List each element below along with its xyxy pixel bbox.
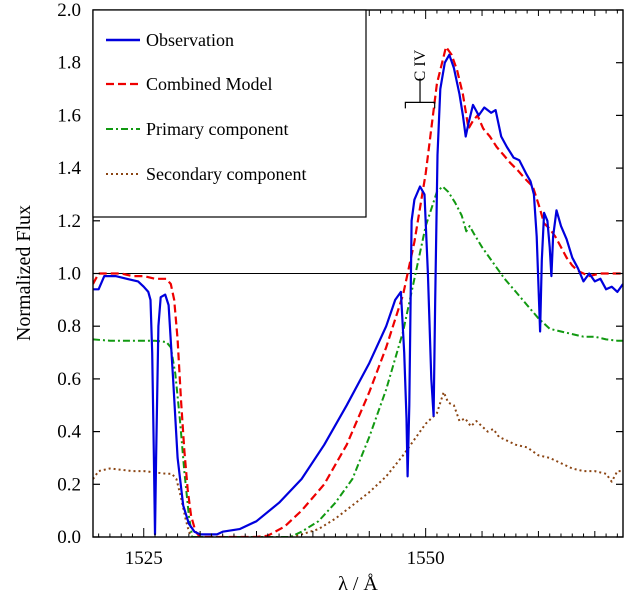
y-tick-label: 0.0 bbox=[57, 527, 81, 548]
legend-label-secondary: Secondary component bbox=[146, 164, 306, 184]
y-tick-label: 1.6 bbox=[57, 105, 81, 126]
y-tick-label: 0.6 bbox=[57, 369, 81, 390]
x-tick-label: 1525 bbox=[125, 548, 163, 569]
civ-annotation: C IV bbox=[404, 49, 436, 109]
legend-label-primary: Primary component bbox=[146, 119, 288, 139]
y-tick-label: 0.2 bbox=[57, 474, 81, 495]
series-line-observation bbox=[93, 53, 623, 536]
series-layer bbox=[93, 45, 623, 537]
y-tick-label: 1.8 bbox=[57, 53, 81, 74]
x-tick-label: 1550 bbox=[407, 548, 445, 569]
x-axis-title: λ / Å bbox=[338, 573, 378, 595]
y-tick-label: 2.0 bbox=[57, 0, 81, 21]
y-tick-label: 1.2 bbox=[57, 211, 81, 232]
legend-label-observation: Observation bbox=[146, 30, 234, 50]
y-tick-label: 0.4 bbox=[57, 422, 81, 443]
legend-box bbox=[92, 9, 367, 218]
y-tick-label: 0.8 bbox=[57, 316, 81, 337]
series-line-secondary-component bbox=[93, 391, 623, 537]
tick-layer: 0.0 0.2 0.4 0.6 0.8 1.0 1.2 1.4 1.6 1.8 2.0 1525 155… bbox=[57, 0, 623, 569]
legend-label-combined-model: Combined Model bbox=[146, 74, 273, 94]
y-axis-title: Normalized Flux bbox=[13, 205, 35, 341]
civ-label: C IV bbox=[412, 49, 429, 81]
y-tick-label: 1.4 bbox=[57, 158, 81, 179]
legend: Observation Combined Model Primary compo… bbox=[92, 9, 367, 218]
civ-doublet-bracket bbox=[404, 78, 436, 109]
y-tick-label: 1.0 bbox=[57, 264, 81, 285]
